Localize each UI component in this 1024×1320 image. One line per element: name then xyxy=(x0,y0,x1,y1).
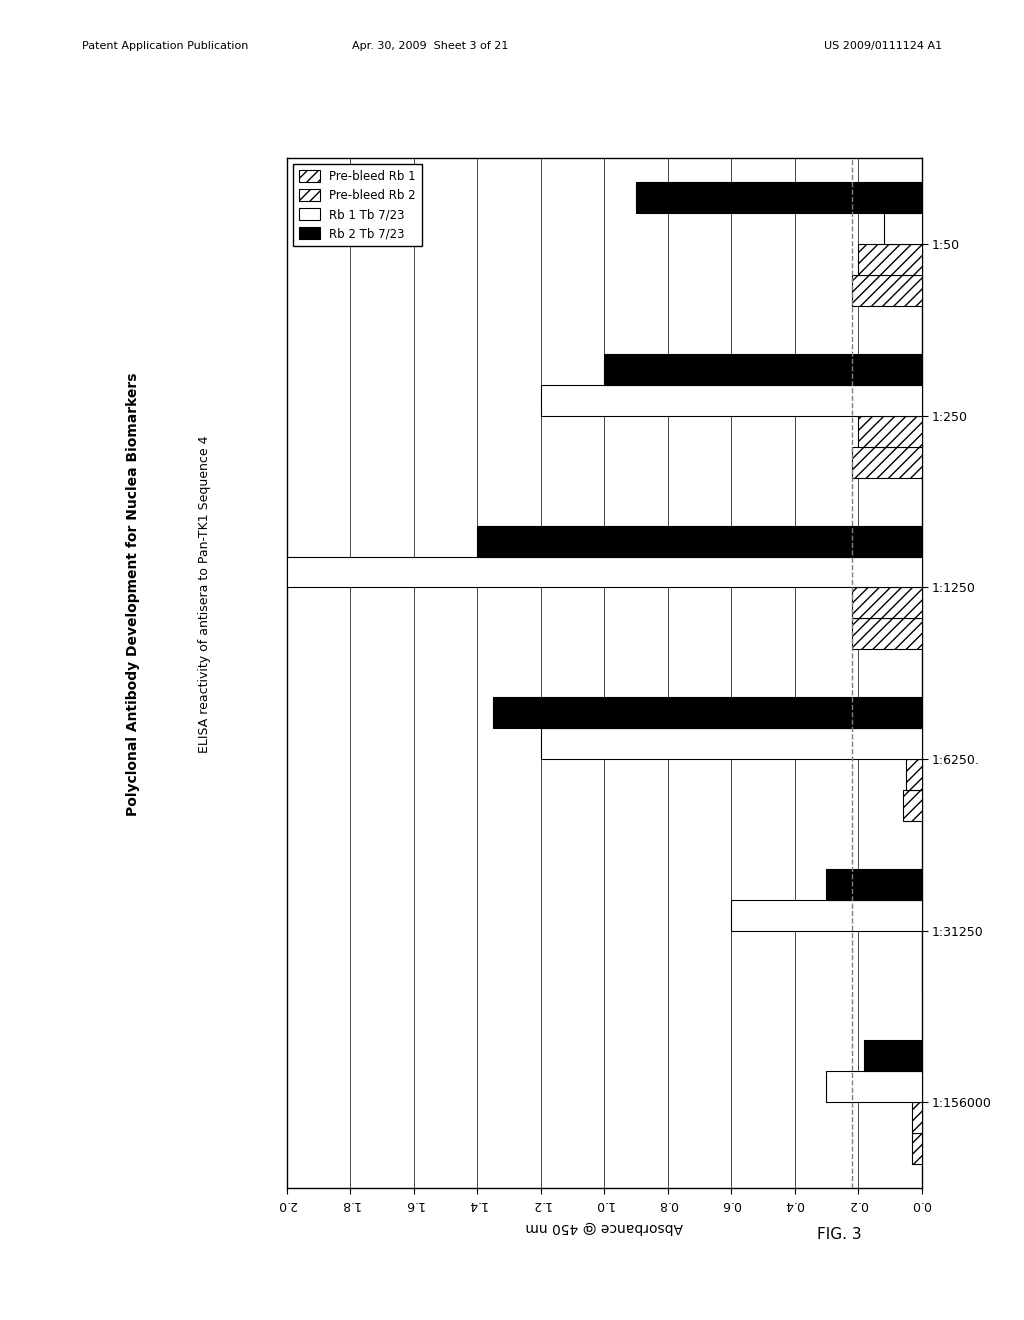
Bar xyxy=(858,244,922,275)
X-axis label: Absorbance @ 450 nm: Absorbance @ 450 nm xyxy=(525,1220,683,1234)
Legend: Pre-bleed Rb 1, Pre-bleed Rb 2, Rb 1 Tb 7/23, Rb 2 Tb 7/23: Pre-bleed Rb 1, Pre-bleed Rb 2, Rb 1 Tb … xyxy=(293,164,422,246)
Bar xyxy=(826,869,922,900)
Bar xyxy=(731,900,922,931)
Bar xyxy=(852,446,922,478)
Bar xyxy=(906,759,922,789)
Text: FIG. 3: FIG. 3 xyxy=(817,1226,862,1242)
Text: Apr. 30, 2009  Sheet 3 of 21: Apr. 30, 2009 Sheet 3 of 21 xyxy=(352,41,508,51)
Bar xyxy=(852,275,922,306)
Bar xyxy=(636,182,922,214)
Text: ELISA reactivity of antisera to Pan-TK1 Sequence 4: ELISA reactivity of antisera to Pan-TK1 … xyxy=(199,436,211,752)
Text: Polyclonal Antibody Development for Nuclea Biomarkers: Polyclonal Antibody Development for Nucl… xyxy=(126,372,140,816)
Text: Patent Application Publication: Patent Application Publication xyxy=(82,41,248,51)
Bar xyxy=(864,1040,922,1072)
Bar xyxy=(287,557,922,587)
Bar xyxy=(541,729,922,759)
Bar xyxy=(902,789,922,821)
Bar xyxy=(541,385,922,416)
Bar xyxy=(604,354,922,385)
Bar xyxy=(912,1102,922,1133)
Bar xyxy=(494,697,922,729)
Bar xyxy=(477,525,922,557)
Text: US 2009/0111124 A1: US 2009/0111124 A1 xyxy=(824,41,942,51)
Bar xyxy=(826,1072,922,1102)
Bar xyxy=(858,416,922,446)
Bar xyxy=(912,1133,922,1164)
Bar xyxy=(884,214,922,244)
Y-axis label: Serum Dilution: Serum Dilution xyxy=(1020,622,1024,725)
Bar xyxy=(852,587,922,618)
Bar xyxy=(852,618,922,649)
